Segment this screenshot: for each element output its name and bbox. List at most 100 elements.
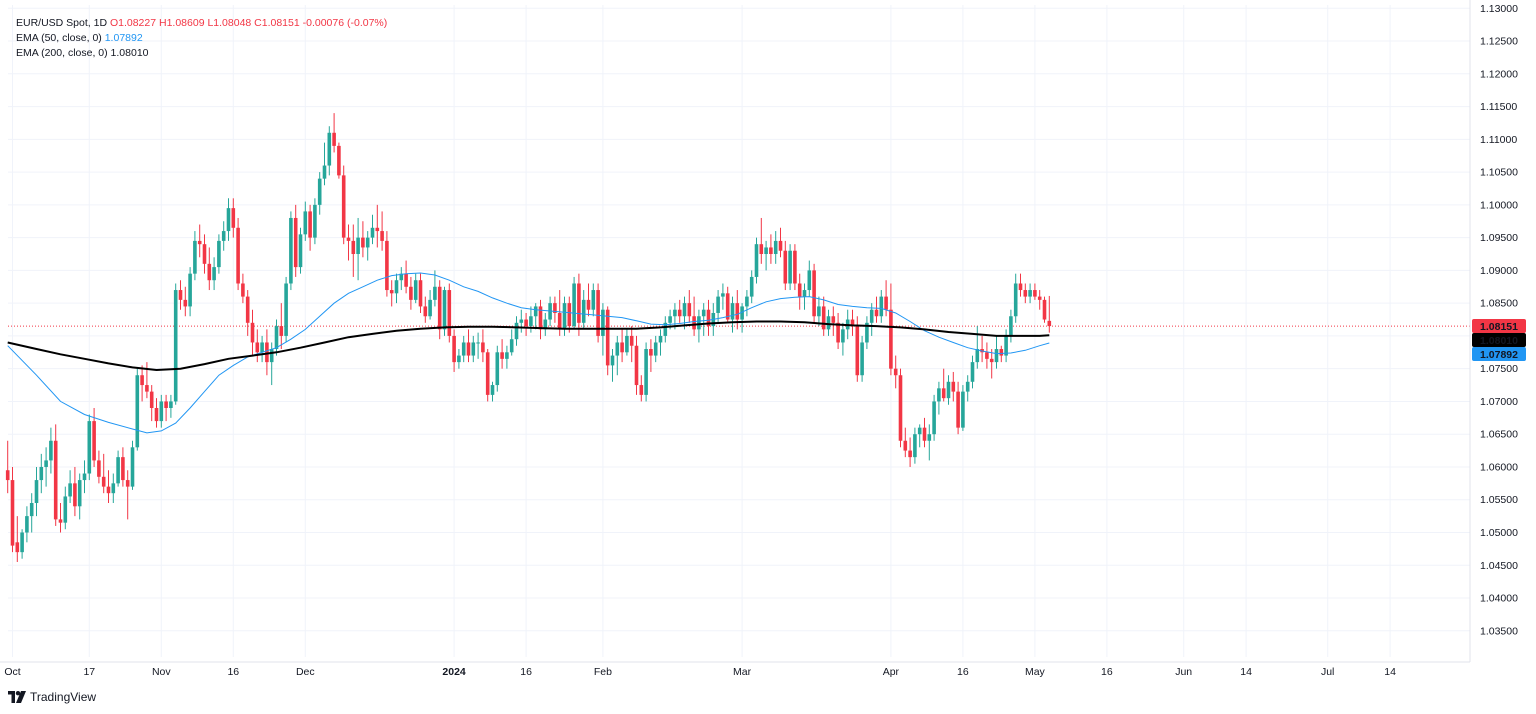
bearish-candle (351, 224, 356, 277)
candle-body (399, 273, 404, 281)
candle-body (149, 391, 154, 408)
bullish-candle (927, 424, 932, 461)
bullish-candle (476, 332, 480, 359)
candle-body (313, 204, 317, 238)
bullish-candle (673, 303, 677, 330)
bullish-candle (610, 349, 615, 382)
candle-body (567, 303, 572, 327)
candle-body (538, 306, 543, 330)
bullish-candle (490, 381, 495, 402)
bullish-candle (572, 276, 576, 330)
ema200-value: 1.08010 (110, 47, 149, 59)
bullish-candle (716, 290, 720, 323)
candle-body (932, 401, 936, 435)
candle-body (303, 211, 308, 235)
candle-body (409, 286, 413, 300)
bearish-candle (197, 224, 202, 258)
bullish-candle (543, 312, 548, 336)
candle-body (68, 483, 72, 497)
bearish-candle (418, 273, 423, 313)
candle-body (44, 460, 48, 467)
bullish-candle (932, 394, 936, 441)
candle-body (615, 342, 620, 356)
bearish-candle (850, 309, 855, 336)
candle-body (610, 355, 615, 366)
candle-body (730, 303, 735, 320)
price-label-bg (1472, 347, 1526, 362)
candle-body (34, 480, 39, 504)
bearish-candle (577, 273, 581, 336)
candle-body (1042, 299, 1047, 320)
y-tick-label: 1.06500 (1480, 429, 1518, 441)
bearish-candle (538, 299, 543, 340)
bullish-candle (495, 345, 500, 392)
x-tick-label: 17 (83, 666, 95, 678)
candle-body (841, 329, 845, 343)
candle-body (524, 319, 528, 327)
candle-body (716, 296, 720, 313)
bullish-candle (841, 322, 845, 356)
bullish-candle (63, 486, 68, 530)
candle-body (586, 299, 591, 310)
candle-body (581, 299, 586, 323)
bullish-candle (356, 217, 360, 281)
bearish-candle (1033, 283, 1037, 300)
candle-body (591, 290, 596, 310)
candle-body (941, 388, 946, 399)
bearish-candle (154, 398, 159, 428)
candle-body (879, 296, 884, 317)
candle-body (418, 280, 423, 307)
legend-ema200-row[interactable]: EMA (200, close, 0) 1.08010 (16, 46, 387, 61)
y-tick-label: 1.07000 (1480, 396, 1518, 408)
bullish-candle (773, 231, 778, 264)
bearish-candle (447, 283, 452, 343)
bearish-candle (922, 417, 927, 448)
y-tick-label: 1.09500 (1480, 232, 1518, 244)
candle-body (673, 309, 677, 317)
x-tick-label: 14 (1240, 666, 1252, 678)
bearish-candle (145, 362, 149, 399)
tradingview-brand[interactable]: TradingView (8, 690, 96, 704)
y-tick-label: 1.08500 (1480, 298, 1518, 310)
bearish-candle (10, 466, 15, 553)
bearish-candle (797, 273, 802, 310)
bearish-candle (553, 296, 557, 323)
bearish-candle (404, 260, 408, 294)
bearish-candle (567, 296, 572, 333)
bearish-candle (101, 453, 106, 494)
candle-body (658, 335, 663, 343)
candle-body (869, 309, 874, 323)
candle-body (1023, 290, 1028, 297)
candle-body (82, 473, 87, 481)
bullish-candle (34, 466, 39, 517)
candle-body (63, 496, 68, 523)
candle-body (269, 349, 274, 363)
candle-body (322, 165, 327, 179)
x-tick-label: Oct (4, 666, 20, 678)
bullish-candle (49, 427, 53, 474)
ema50-line (7, 272, 1050, 434)
bullish-candle (697, 309, 701, 343)
bearish-candle (1037, 290, 1042, 310)
ema200-label: EMA (200, close, 0) (16, 47, 108, 59)
bearish-candle (389, 280, 394, 307)
y-tick-label: 1.10500 (1480, 167, 1518, 179)
candle-body (529, 316, 533, 327)
candle-body (245, 296, 250, 323)
price-label: 1.08010 (1472, 333, 1526, 348)
candle-body (466, 342, 471, 356)
y-tick-label: 1.07500 (1480, 363, 1518, 375)
candle-body (332, 132, 336, 146)
bullish-candle (87, 414, 92, 481)
candle-body (553, 303, 557, 313)
y-tick-label: 1.04500 (1480, 560, 1518, 572)
legend-symbol-row[interactable]: EUR/USD Spot, 1D O1.08227 H1.08609 L1.08… (16, 16, 387, 31)
candle-body (197, 240, 202, 245)
bearish-candle (5, 440, 10, 494)
legend-ema50-row[interactable]: EMA (50, close, 0) 1.07892 (16, 31, 387, 46)
candle-body (188, 273, 192, 307)
candle-body (130, 447, 135, 487)
bearish-candle (380, 211, 384, 251)
y-tick-label: 1.10000 (1480, 199, 1518, 211)
